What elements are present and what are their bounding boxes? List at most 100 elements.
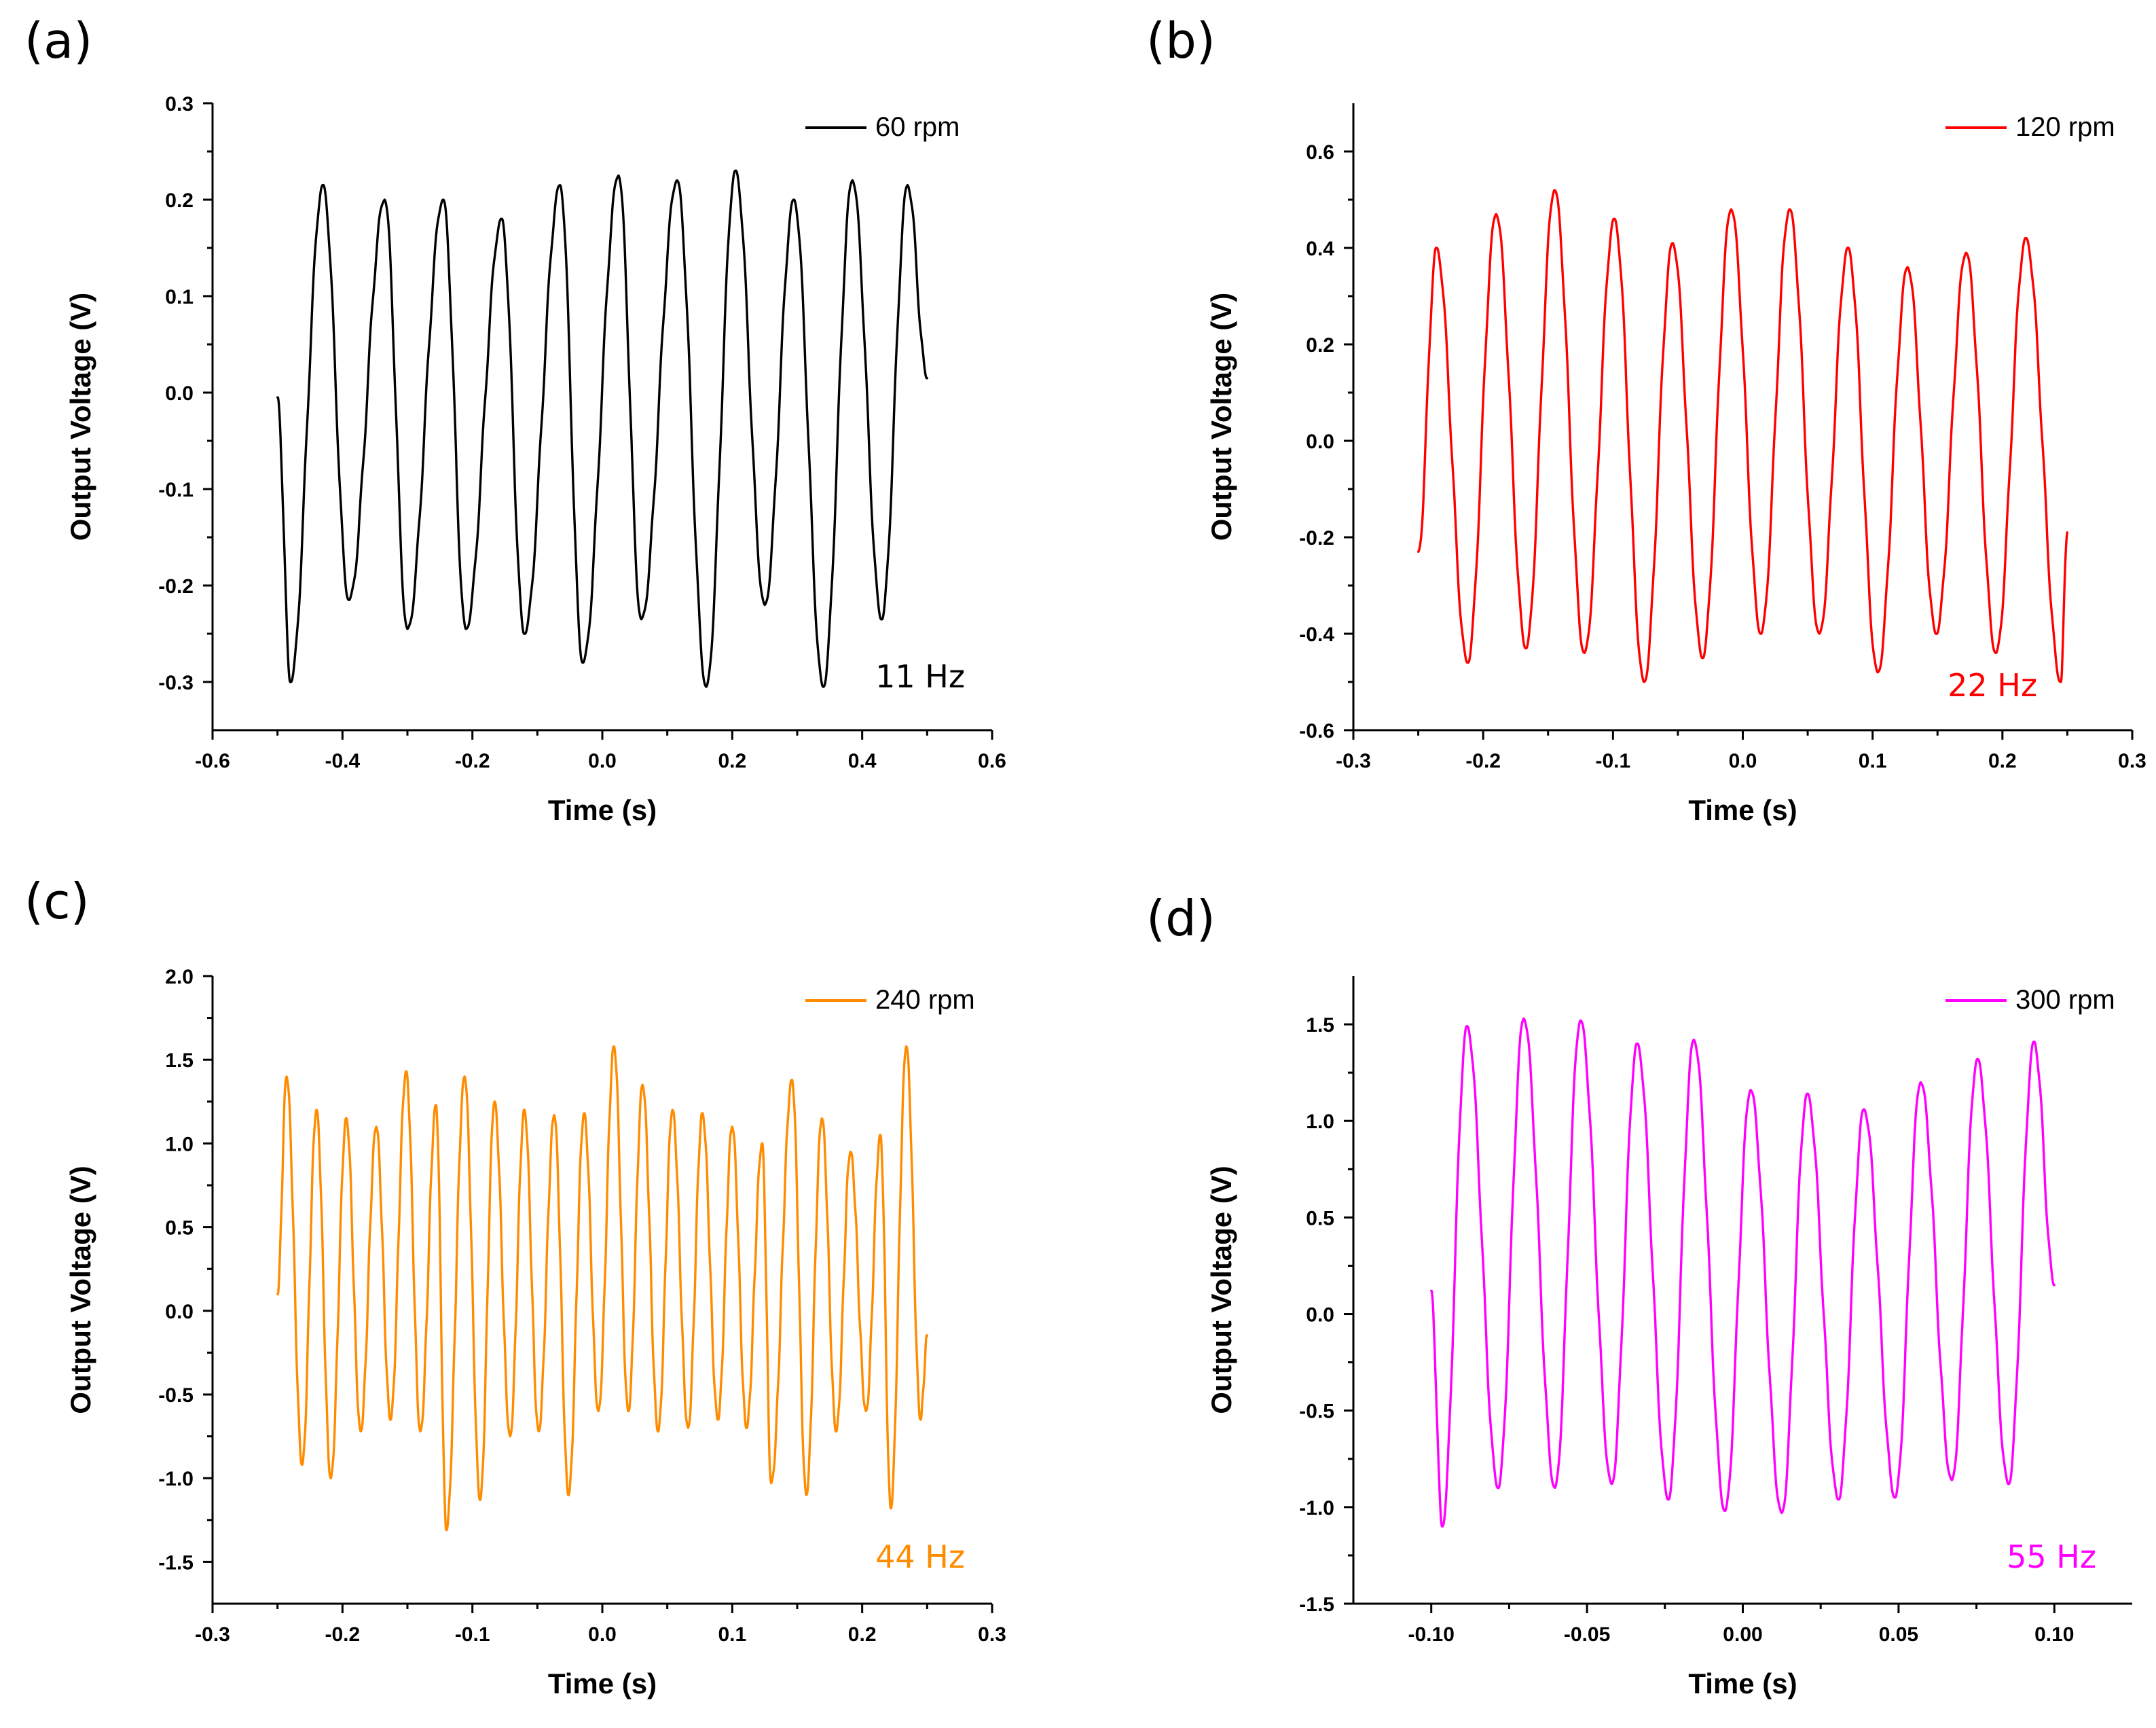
data-point: [2066, 531, 2068, 534]
data-point: [1553, 189, 1556, 192]
data-point: [1730, 208, 1732, 211]
y-tick-label: 0.5: [1306, 1207, 1334, 1229]
data-point: [1667, 1498, 1670, 1501]
data-point: [805, 1494, 807, 1496]
y-tick-label: -0.1: [158, 479, 194, 501]
data-point: [405, 1070, 407, 1073]
data-point: [1671, 242, 1674, 245]
y-tick-label: 1.5: [165, 1049, 194, 1072]
data-point: [657, 1430, 659, 1433]
y-tick-label: -0.5: [158, 1384, 194, 1407]
x-tick-label: -0.2: [1465, 750, 1501, 772]
data-point: [879, 1134, 882, 1136]
data-point: [597, 1410, 600, 1413]
x-tick-label: -0.3: [195, 1623, 230, 1646]
y-tick-label: -0.2: [158, 575, 194, 598]
data-point: [1610, 1483, 1613, 1486]
y-tick-label: -0.6: [1299, 720, 1334, 742]
data-point: [1920, 1081, 1922, 1083]
series-line: [276, 1045, 928, 1532]
data-point: [880, 618, 883, 621]
panel-b-label: (b): [1146, 12, 1216, 69]
legend-label: 300 rpm: [2015, 985, 2115, 1015]
y-tick-label: -0.2: [1299, 527, 1334, 550]
data-point: [701, 1112, 704, 1115]
data-point: [1522, 1018, 1525, 1020]
data-point: [583, 1112, 585, 1115]
data-point: [919, 1418, 922, 1421]
data-point: [2007, 1483, 2010, 1486]
data-point: [1554, 1486, 1556, 1489]
series-line: [1417, 189, 2069, 683]
series-line: [1430, 1018, 2055, 1528]
x-tick-label: 0.1: [1859, 750, 1887, 772]
data-point: [348, 598, 350, 601]
legend-label: 60 rpm: [875, 112, 960, 142]
panel-a-label: (a): [24, 12, 93, 69]
data-point: [500, 217, 503, 220]
data-point: [315, 1109, 318, 1111]
data-point: [790, 1079, 793, 1081]
data-point: [1613, 217, 1615, 220]
data-point: [1579, 1019, 1582, 1022]
data-point: [1863, 1108, 1865, 1111]
data-point: [770, 1482, 773, 1485]
x-tick-label: 0.0: [588, 1623, 617, 1646]
data-point: [553, 1114, 555, 1117]
data-point: [1935, 632, 1937, 635]
data-point: [463, 1075, 466, 1078]
data-point: [627, 1410, 629, 1413]
x-tick-label: -0.1: [1595, 750, 1630, 772]
y-tick-label: 0.2: [1306, 334, 1334, 357]
x-tick-label: -0.10: [1408, 1623, 1455, 1646]
data-point: [1693, 1039, 1696, 1041]
y-tick-label: -0.4: [1299, 624, 1334, 646]
data-point: [1906, 266, 1909, 268]
frequency-annotation: 11 Hz: [875, 658, 965, 695]
data-point: [537, 1430, 540, 1433]
data-point: [581, 662, 584, 664]
y-tick-label: 0.4: [1306, 238, 1334, 260]
data-point: [276, 1293, 279, 1295]
data-point: [559, 184, 562, 187]
x-axis-title: Time (s): [548, 1668, 657, 1699]
x-tick-label: -0.2: [455, 750, 490, 772]
x-tick-label: 0.2: [1988, 750, 2017, 772]
data-point: [617, 175, 620, 177]
data-point: [1950, 1479, 1953, 1481]
y-tick-label: 0.0: [165, 382, 194, 405]
data-point: [1723, 1510, 1726, 1513]
data-point: [435, 1104, 437, 1106]
data-point: [705, 685, 708, 688]
x-tick-label: 0.3: [978, 1623, 1006, 1646]
data-point: [2024, 237, 2027, 240]
y-tick-label: 0.6: [1306, 141, 1334, 164]
data-point: [1701, 657, 1704, 660]
data-point: [676, 179, 678, 182]
chart-panel-a: -0.6 -0.4 -0.2 0.0 0.2 0.4 0.6 -0.3 -0.2 -0.1 0.0 0…: [65, 93, 1006, 826]
x-tick-label: 0.00: [1723, 1623, 1762, 1646]
data-point: [445, 1529, 447, 1532]
data-point: [1466, 662, 1469, 664]
data-point: [359, 1430, 362, 1433]
chart-panel-d: -0.10 -0.05 0.00 0.05 0.10 -1.5 -1.0 -0.5 0.0 0.5…: [1205, 976, 2132, 1699]
data-point: [1837, 1498, 1840, 1501]
data-point: [761, 1142, 763, 1145]
data-point: [641, 1083, 644, 1086]
data-point: [1495, 213, 1497, 215]
y-tick-label: 1.0: [165, 1133, 194, 1155]
y-tick-label: 0.0: [1306, 1304, 1334, 1327]
chart-panel-b: -0.3 -0.2 -0.1 0.0 0.1 0.2 0.3 -0.6 -0.4 -0.2 0.0 0…: [1205, 103, 2146, 826]
data-point: [464, 628, 467, 630]
data-point: [745, 1426, 748, 1429]
data-point: [1876, 671, 1879, 674]
data-point: [731, 1126, 733, 1128]
data-point: [1976, 1058, 1979, 1060]
data-point: [1435, 247, 1438, 249]
data-point: [1643, 681, 1645, 683]
data-point: [1788, 208, 1791, 211]
data-point: [1965, 251, 1967, 254]
data-point: [1636, 1043, 1639, 1045]
data-point: [384, 198, 386, 201]
